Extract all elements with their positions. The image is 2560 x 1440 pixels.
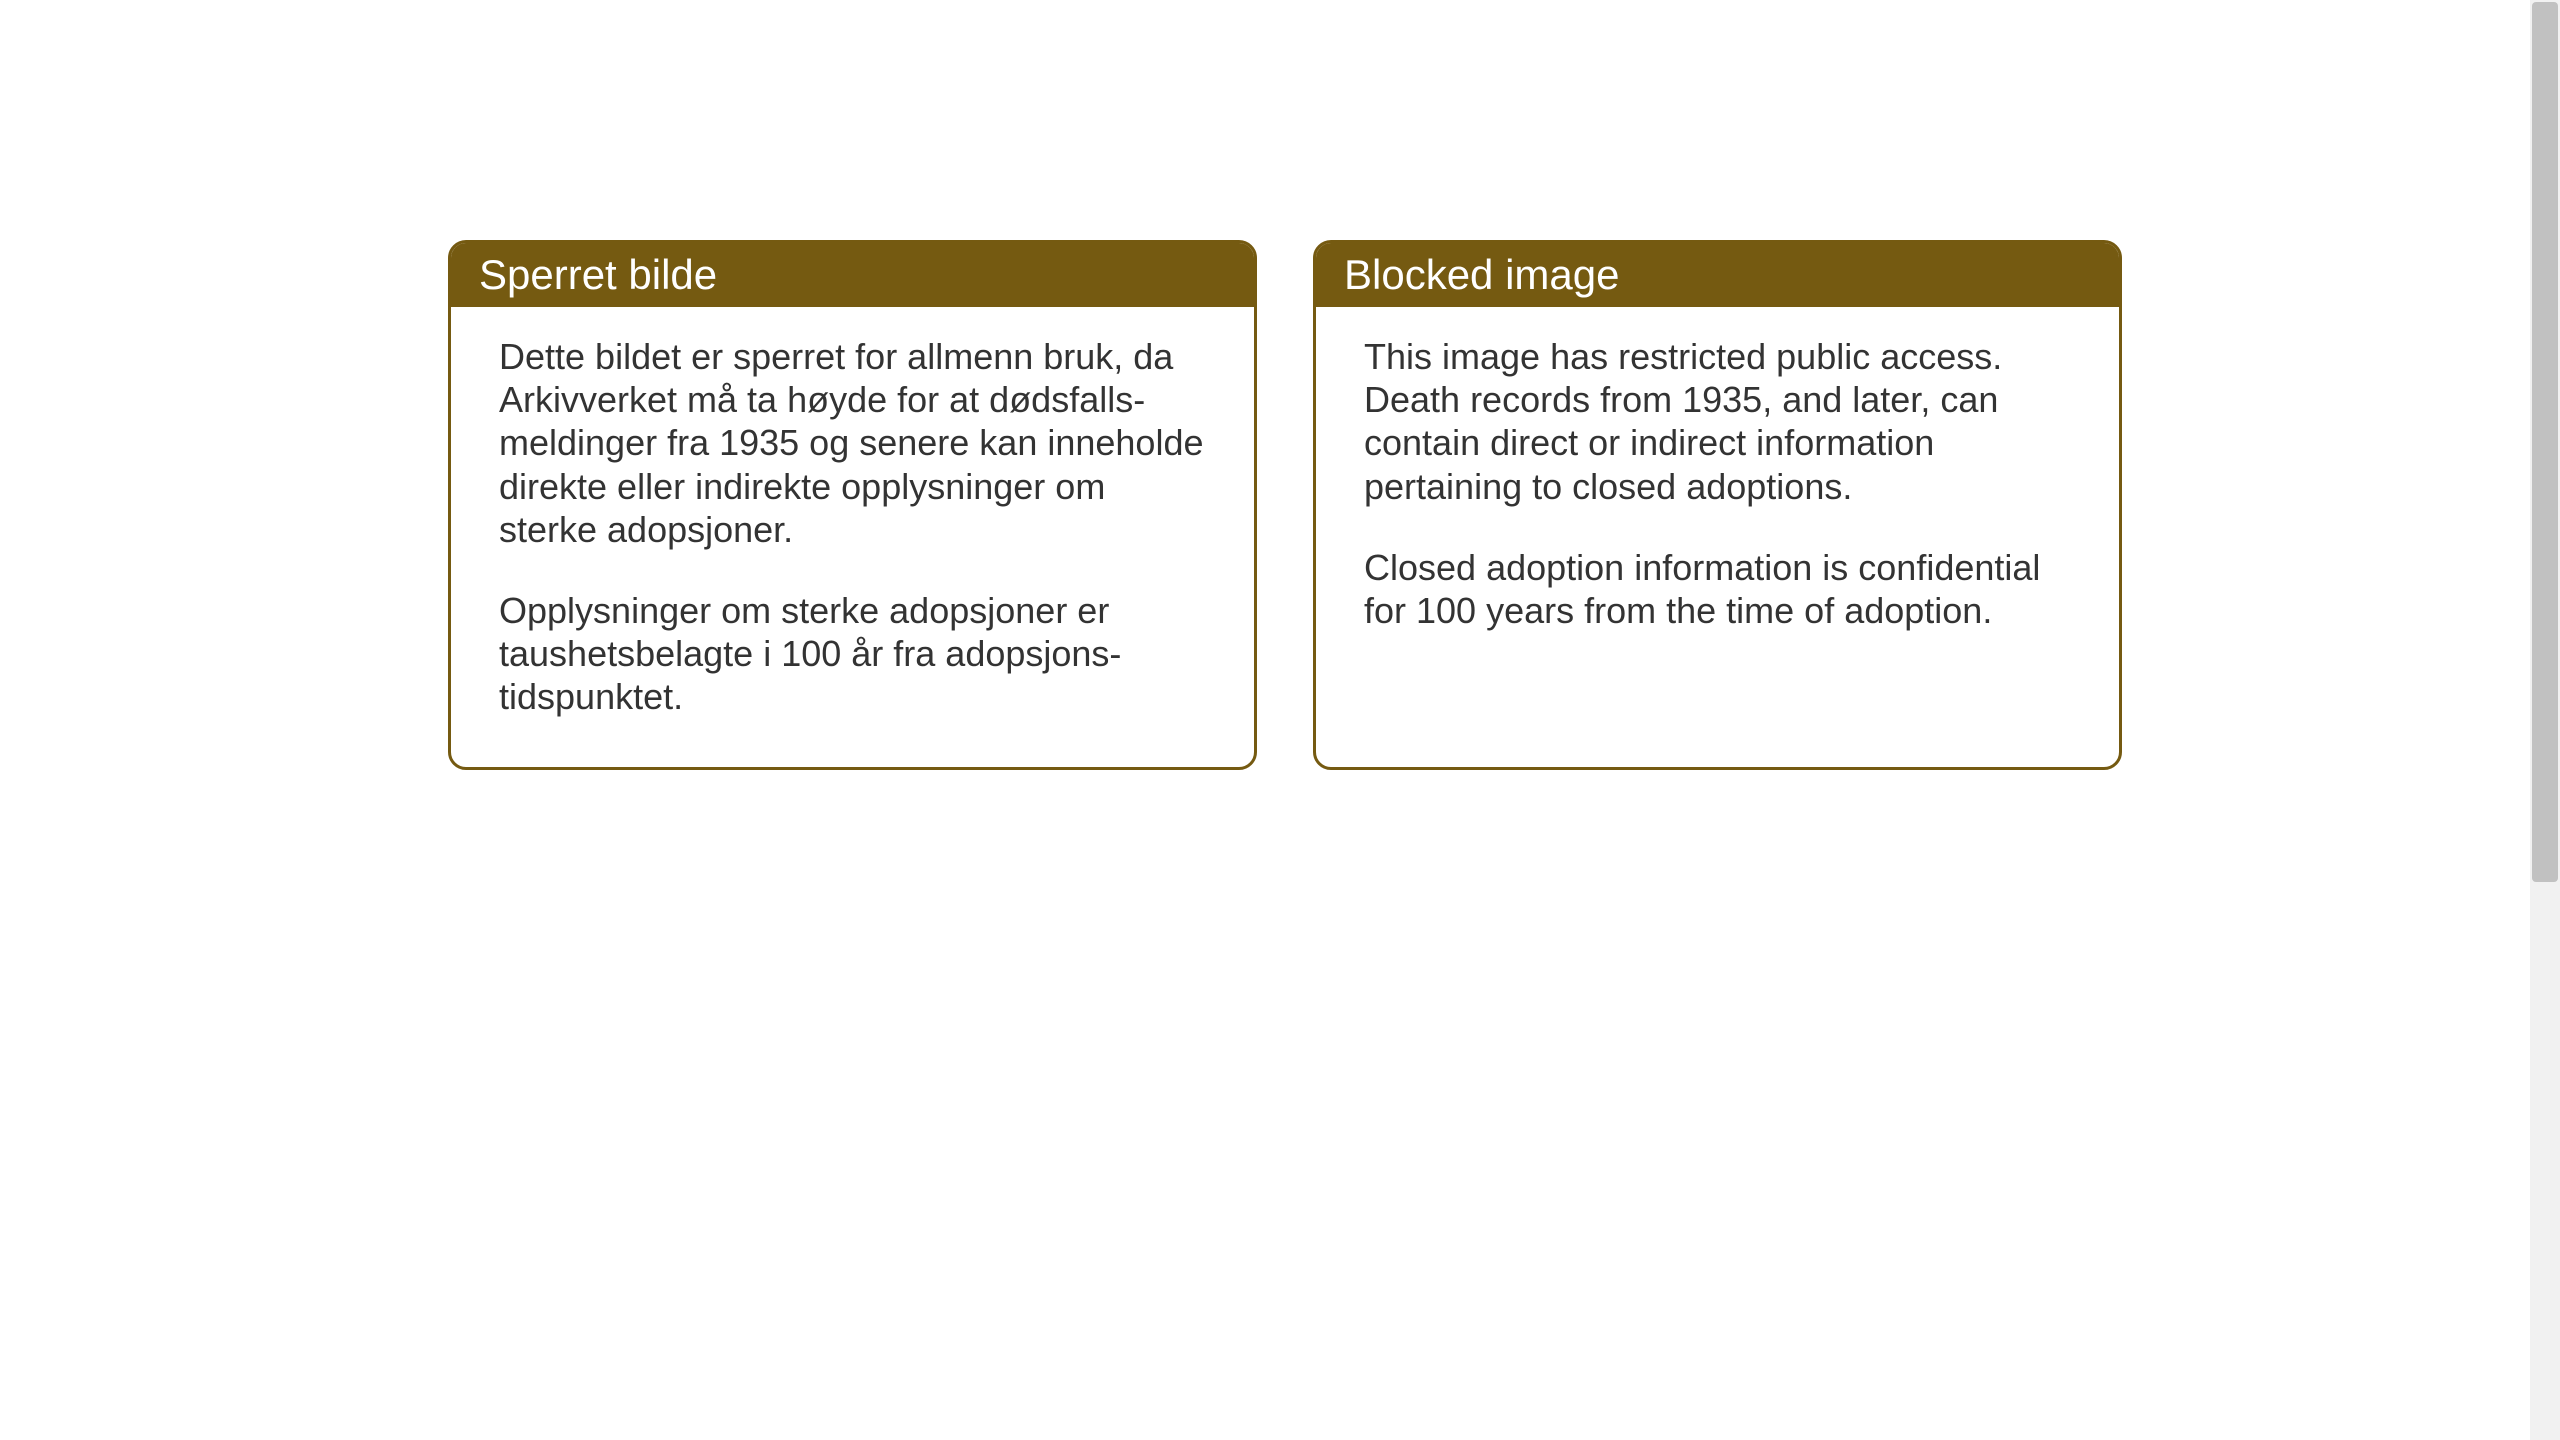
scrollbar-track[interactable] <box>2530 0 2560 1440</box>
scrollbar-thumb[interactable] <box>2532 2 2558 882</box>
card-norwegian: Sperret bilde Dette bildet er sperret fo… <box>448 240 1257 770</box>
card-title-norwegian: Sperret bilde <box>479 251 717 298</box>
card-paragraph-1-norwegian: Dette bildet er sperret for allmenn bruk… <box>499 335 1206 551</box>
card-header-english: Blocked image <box>1316 243 2119 307</box>
card-paragraph-2-english: Closed adoption information is confident… <box>1364 546 2071 632</box>
card-paragraph-2-norwegian: Opplysninger om sterke adopsjoner er tau… <box>499 589 1206 719</box>
card-body-english: This image has restricted public access.… <box>1316 307 2119 680</box>
card-body-norwegian: Dette bildet er sperret for allmenn bruk… <box>451 307 1254 767</box>
card-paragraph-1-english: This image has restricted public access.… <box>1364 335 2071 508</box>
cards-container: Sperret bilde Dette bildet er sperret fo… <box>448 240 2122 770</box>
card-header-norwegian: Sperret bilde <box>451 243 1254 307</box>
card-title-english: Blocked image <box>1344 251 1619 298</box>
card-english: Blocked image This image has restricted … <box>1313 240 2122 770</box>
